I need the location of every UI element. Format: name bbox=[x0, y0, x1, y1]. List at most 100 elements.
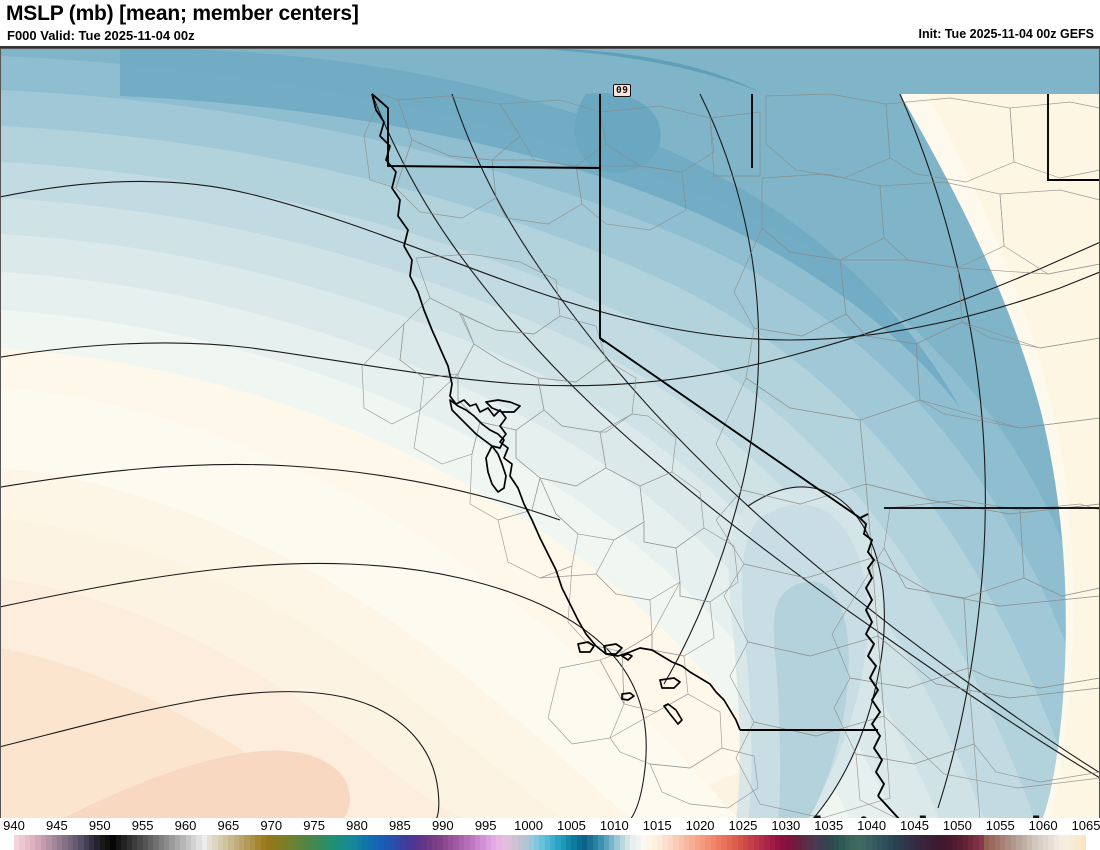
colorbar-swatch bbox=[89, 835, 95, 850]
colorbar-swatch bbox=[292, 835, 299, 850]
colorbar-tick: 1020 bbox=[685, 818, 715, 833]
colorbar-swatch bbox=[1069, 835, 1076, 850]
colorbar-swatch bbox=[823, 835, 829, 850]
colorbar-swatch bbox=[764, 835, 770, 850]
member-center-marker: 09 bbox=[613, 84, 632, 97]
colorbar-swatch bbox=[1005, 835, 1011, 850]
colorbar-swatch bbox=[185, 835, 191, 850]
colorbar-swatch bbox=[324, 835, 331, 850]
colorbar-swatch bbox=[1075, 835, 1081, 850]
colorbar-swatch bbox=[126, 835, 132, 850]
colorbar-swatch bbox=[228, 835, 234, 850]
colorbar-swatch bbox=[909, 835, 915, 850]
colorbar-swatch bbox=[721, 835, 727, 850]
colorbar-swatch bbox=[453, 835, 459, 850]
colorbar-swatch bbox=[314, 835, 320, 850]
colorbar-swatch bbox=[598, 835, 604, 850]
colorbar-swatch bbox=[608, 835, 615, 850]
colorbar-swatch bbox=[871, 835, 877, 850]
colorbar-tick: 985 bbox=[389, 818, 411, 833]
colorbar-swatch bbox=[281, 835, 288, 850]
colorbar-swatch bbox=[410, 835, 416, 850]
colorbar-swatch bbox=[35, 835, 41, 850]
colorbar-swatch bbox=[914, 835, 920, 850]
colorbar-swatch bbox=[115, 835, 122, 850]
colorbar-swatch bbox=[51, 835, 57, 850]
colorbar-swatch bbox=[860, 835, 867, 850]
page-title: MSLP (mb) [mean; member centers] bbox=[6, 2, 359, 25]
logo-text-before: piv bbox=[786, 808, 847, 821]
colorbar-swatch bbox=[474, 835, 481, 850]
logo-text-after: tal weather bbox=[881, 808, 1096, 821]
colorbar-swatch bbox=[957, 835, 963, 850]
colorbar-swatch bbox=[716, 835, 722, 850]
state-boundaries bbox=[371, 93, 1100, 820]
colorbar-swatch bbox=[255, 835, 261, 850]
colorbar-swatch bbox=[330, 835, 336, 850]
map-canvas[interactable]: 09 www.pivotalweather.com piv✻tal weathe… bbox=[0, 46, 1100, 821]
colorbar-swatch bbox=[287, 835, 293, 850]
colorbar-swatch bbox=[260, 835, 266, 850]
colorbar-tick: 955 bbox=[131, 818, 154, 833]
colorbar-swatch bbox=[490, 835, 497, 850]
colorbar-swatch bbox=[30, 835, 36, 850]
colorbar-swatch bbox=[651, 835, 658, 850]
colorbar-swatch bbox=[903, 835, 910, 850]
colorbar-swatch bbox=[1010, 835, 1017, 850]
colorbar-swatch bbox=[994, 835, 1001, 850]
mslp-filled-contours bbox=[0, 48, 1100, 820]
colorbar-swatch bbox=[394, 835, 400, 850]
colorbar-swatch bbox=[1043, 835, 1049, 850]
colorbar-swatch bbox=[303, 835, 309, 850]
colorbar-tick: 940 bbox=[3, 818, 25, 833]
colorbar-swatch bbox=[973, 835, 979, 850]
colorbar-swatch bbox=[700, 835, 706, 850]
colorbar-swatch bbox=[984, 835, 990, 850]
colorbar-swatch bbox=[67, 835, 73, 850]
colorbar-swatch bbox=[233, 835, 240, 850]
colorbar-swatch bbox=[769, 835, 776, 850]
colorbar-swatch bbox=[46, 835, 52, 850]
colorbar-swatch bbox=[62, 835, 68, 850]
colorbar-swatch bbox=[850, 835, 856, 850]
map-header: MSLP (mb) [mean; member centers] F000 Va… bbox=[0, 0, 1100, 46]
colorbar-swatch bbox=[223, 835, 229, 850]
colorbar-swatch bbox=[801, 835, 808, 850]
colorbar-swatch bbox=[732, 835, 738, 850]
isobar-contours bbox=[0, 93, 1100, 820]
colorbar-swatch bbox=[1064, 835, 1070, 850]
colorbar-swatch bbox=[1053, 835, 1060, 850]
colorbar-swatch bbox=[635, 835, 642, 850]
colorbar-swatch bbox=[812, 835, 818, 850]
coastline bbox=[371, 93, 741, 731]
colorbar-swatch bbox=[930, 835, 936, 850]
colorbar-swatch bbox=[501, 835, 508, 850]
colorbar-swatch bbox=[1000, 835, 1006, 850]
colorbar-swatch bbox=[667, 835, 674, 850]
colorbar-swatch bbox=[1080, 835, 1086, 850]
colorbar-tick-labels: 940 945 950 955 960 965 970 975 980 985 990 995 1000… bbox=[0, 818, 1100, 834]
colorbar-swatch bbox=[582, 835, 588, 850]
colorbar-swatch bbox=[78, 835, 84, 850]
colorbar-swatch bbox=[373, 835, 379, 850]
colorbar-swatch bbox=[935, 835, 942, 850]
colorbar-swatch bbox=[196, 835, 202, 850]
colorbar-swatch bbox=[941, 835, 947, 850]
colorbar-swatch bbox=[469, 835, 475, 850]
colorbar-swatch bbox=[94, 835, 100, 850]
colorbar-tick: 1035 bbox=[814, 818, 844, 833]
pivotal-weather-logo: piv✻tal weather bbox=[786, 808, 1096, 821]
county-boundaries bbox=[361, 93, 1100, 820]
colorbar-swatch bbox=[1016, 835, 1022, 850]
colorbar-swatch bbox=[791, 835, 797, 850]
colorbar-tick: 995 bbox=[474, 818, 497, 833]
colorbar-swatch bbox=[673, 835, 679, 850]
colorbar-swatch bbox=[131, 835, 138, 850]
colorbar-swatch bbox=[174, 835, 181, 850]
colorbar-swatch bbox=[978, 835, 985, 850]
colorbar-swatch bbox=[683, 835, 690, 850]
colorbar-swatch bbox=[110, 835, 116, 850]
colorbar-swatch bbox=[99, 835, 106, 850]
colorbar-swatches bbox=[14, 835, 1086, 850]
